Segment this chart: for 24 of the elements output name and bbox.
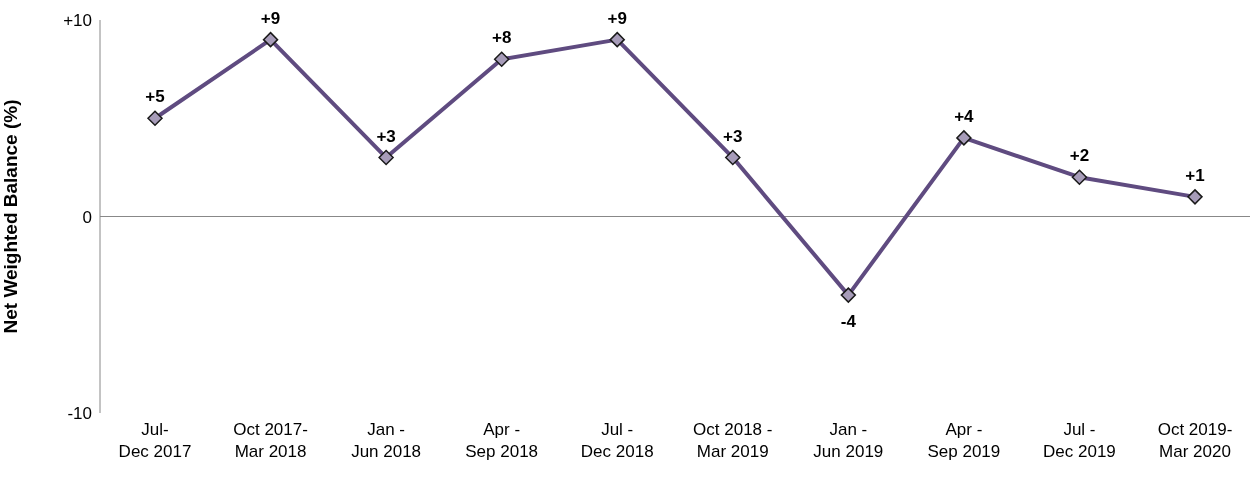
text: +1 xyxy=(1185,165,1205,185)
x-tick-label: Oct 2019- Mar 2020 xyxy=(1157,420,1233,461)
text: +9 xyxy=(607,8,627,28)
x-tick-label: Apr - Sep 2019 xyxy=(927,420,1001,461)
text: +2 xyxy=(1069,146,1090,166)
text: -4 xyxy=(840,312,856,332)
y-tick-label: -10 xyxy=(67,404,92,424)
x-tick-label: Jan - Jun 2019 xyxy=(813,420,884,461)
text: +8 xyxy=(491,28,512,48)
text: +3 xyxy=(723,126,743,146)
x-tick-label: Oct 2017- Mar 2018 xyxy=(233,420,308,461)
x-tick-label: Oct 2018 - Mar 2019 xyxy=(693,420,773,461)
text: +9 xyxy=(260,8,281,28)
text: +4 xyxy=(954,106,974,126)
x-tick-label: Jul- Dec 2017 xyxy=(118,420,192,461)
x-tick-label: Jan - Jun 2018 xyxy=(351,420,422,461)
x-tick-label: Apr - Sep 2018 xyxy=(465,420,539,461)
y-axis-title: Net Weighted Balance (%) xyxy=(0,99,21,334)
text: +5 xyxy=(145,87,165,107)
x-tick-label: Jul - Dec 2019 xyxy=(1043,420,1116,461)
x-tick-label: Jul - Dec 2018 xyxy=(580,420,654,461)
y-tick-label: +10 xyxy=(63,11,92,31)
text: +3 xyxy=(376,126,396,146)
y-tick-label: 0 xyxy=(82,207,92,227)
